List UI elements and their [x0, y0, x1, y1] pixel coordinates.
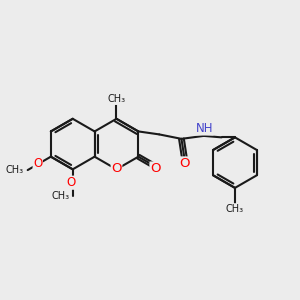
Text: O: O	[150, 162, 160, 175]
Text: O: O	[179, 157, 190, 170]
Text: CH₃: CH₃	[51, 191, 69, 201]
Text: O: O	[33, 157, 42, 170]
Text: O: O	[111, 162, 122, 175]
Text: O: O	[67, 176, 76, 189]
Text: CH₃: CH₃	[107, 94, 125, 104]
Text: CH₃: CH₃	[6, 165, 24, 175]
Text: NH: NH	[196, 122, 213, 135]
Text: CH₃: CH₃	[226, 204, 244, 214]
